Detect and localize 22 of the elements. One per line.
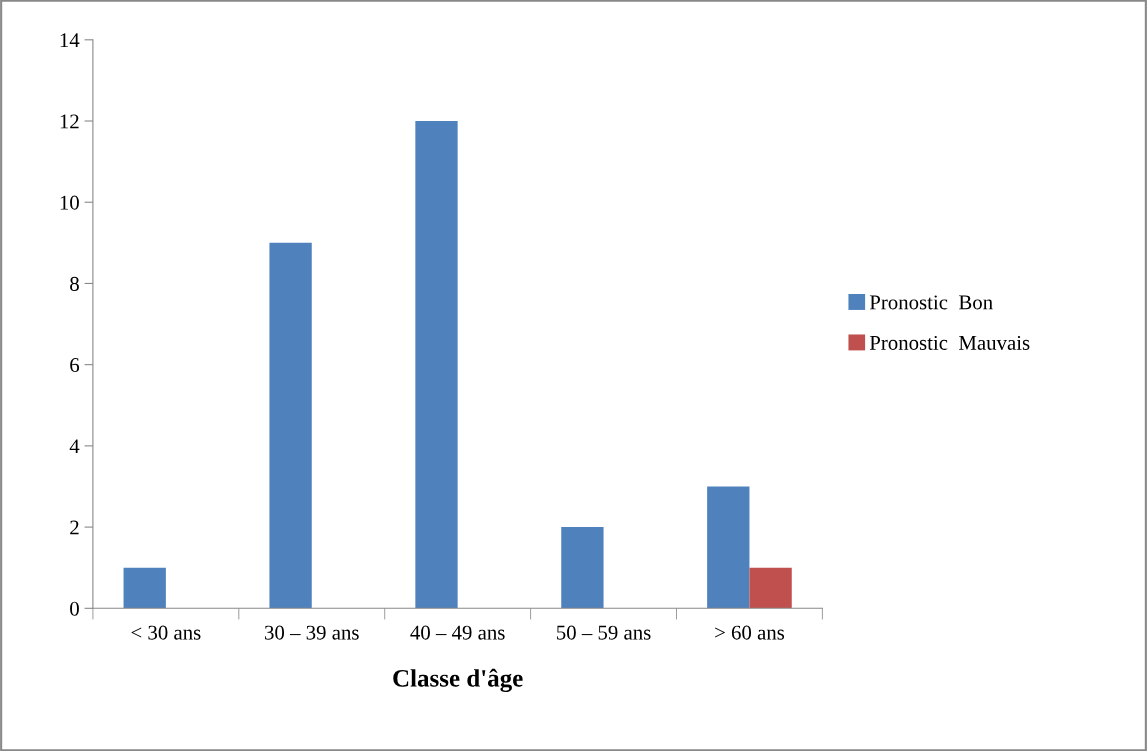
x-tick-label: 50 – 59 ans	[557, 625, 651, 640]
y-tick-label: 14	[60, 33, 80, 48]
legend-label: Pronostic Bon	[869, 295, 993, 310]
x-tick-label: 40 – 49 ans	[410, 625, 505, 640]
x-axis-title: Classe d'âge	[393, 668, 523, 693]
bar	[707, 486, 750, 609]
y-tick-label: 8	[70, 276, 79, 291]
y-tick-label: 0	[70, 601, 79, 616]
y-tick-label: 4	[69, 439, 80, 454]
x-tick-label: > 60 ans	[715, 625, 785, 640]
legend-label: Pronostic Mauvais	[869, 335, 1030, 350]
bar	[269, 242, 312, 609]
y-tick-label: 10	[60, 195, 79, 210]
x-tick-label: 30 – 39 ans	[265, 625, 359, 640]
y-tick-label: 6	[70, 358, 80, 373]
bar	[561, 527, 604, 609]
bar	[123, 567, 166, 609]
bar	[415, 121, 458, 609]
y-tick-label: 12	[60, 114, 79, 129]
bar	[749, 567, 792, 609]
x-tick-label: < 30 ans	[131, 625, 201, 640]
y-tick-label: 2	[70, 520, 79, 535]
